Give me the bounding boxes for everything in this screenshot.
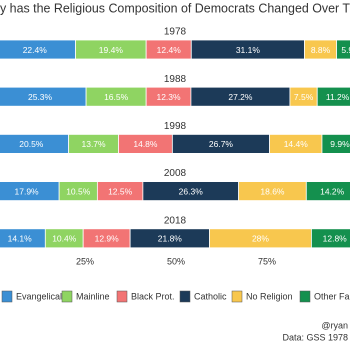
value-label: 9.9% bbox=[330, 139, 350, 149]
value-label: 22.4% bbox=[23, 45, 48, 55]
value-label: 14.4% bbox=[284, 139, 309, 149]
legend-swatch bbox=[61, 290, 73, 303]
value-label: 31.1% bbox=[236, 45, 261, 55]
legend-swatch bbox=[231, 290, 243, 303]
year-label: 1978 bbox=[164, 27, 187, 38]
year-label: 2018 bbox=[164, 215, 187, 226]
legend-label: Evangelical bbox=[16, 291, 62, 301]
year-label: 1998 bbox=[164, 121, 187, 132]
value-label: 14.2% bbox=[320, 186, 345, 196]
bar-segment bbox=[336, 39, 350, 60]
value-label: 12.5% bbox=[108, 186, 133, 196]
legend-swatch bbox=[1, 290, 13, 303]
value-label: 18.6% bbox=[260, 186, 285, 196]
value-label: 12.8% bbox=[323, 234, 348, 244]
value-label: 7.5% bbox=[294, 92, 314, 102]
value-label: 21.8% bbox=[158, 234, 183, 244]
x-tick-label: 25% bbox=[76, 256, 94, 266]
value-label: 12.3% bbox=[156, 92, 181, 102]
legend-label: Other Fa bbox=[314, 291, 350, 301]
bar-segment bbox=[321, 133, 350, 154]
value-label: 20.5% bbox=[19, 139, 44, 149]
value-label: 12.4% bbox=[157, 45, 182, 55]
value-label: 27.2% bbox=[228, 92, 253, 102]
legend-label: Black Prot. bbox=[131, 291, 175, 301]
source: Data: GSS 1978 bbox=[282, 332, 348, 342]
source: @ryan bbox=[321, 320, 348, 330]
value-label: 11.2% bbox=[326, 92, 350, 102]
value-label: 14.1% bbox=[8, 234, 33, 244]
value-label: 8.8% bbox=[311, 45, 331, 55]
value-label: 13.7% bbox=[81, 139, 106, 149]
value-label: 10.4% bbox=[52, 234, 77, 244]
x-tick-label: 75% bbox=[258, 256, 276, 266]
legend-label: Catholic bbox=[194, 291, 227, 301]
legend-swatch bbox=[299, 290, 311, 303]
year-label: 2008 bbox=[164, 168, 187, 179]
year-label: 1988 bbox=[164, 74, 187, 85]
value-label: 16.5% bbox=[104, 92, 129, 102]
legend-swatch bbox=[116, 290, 128, 303]
value-label: 14.8% bbox=[133, 139, 158, 149]
bar-segment bbox=[311, 228, 350, 249]
value-label: 10.5% bbox=[66, 186, 91, 196]
bar-segment bbox=[305, 181, 350, 202]
value-label: 25.3% bbox=[28, 92, 53, 102]
value-label: 12.9% bbox=[95, 234, 120, 244]
value-label: 5.9 bbox=[341, 45, 350, 55]
legend-swatch bbox=[179, 290, 191, 303]
value-label: 26.7% bbox=[209, 139, 234, 149]
value-label: 28% bbox=[252, 234, 269, 244]
value-label: 17.9% bbox=[15, 186, 40, 196]
x-tick-label: 50% bbox=[167, 256, 185, 266]
value-label: 26.3% bbox=[179, 186, 204, 196]
bar-segment bbox=[316, 86, 350, 107]
chart-title: y has the Religious Composition of Democ… bbox=[0, 1, 350, 15]
value-label: 19.4% bbox=[99, 45, 124, 55]
legend-label: Mainline bbox=[76, 291, 110, 301]
legend-label: No Religion bbox=[246, 291, 293, 301]
